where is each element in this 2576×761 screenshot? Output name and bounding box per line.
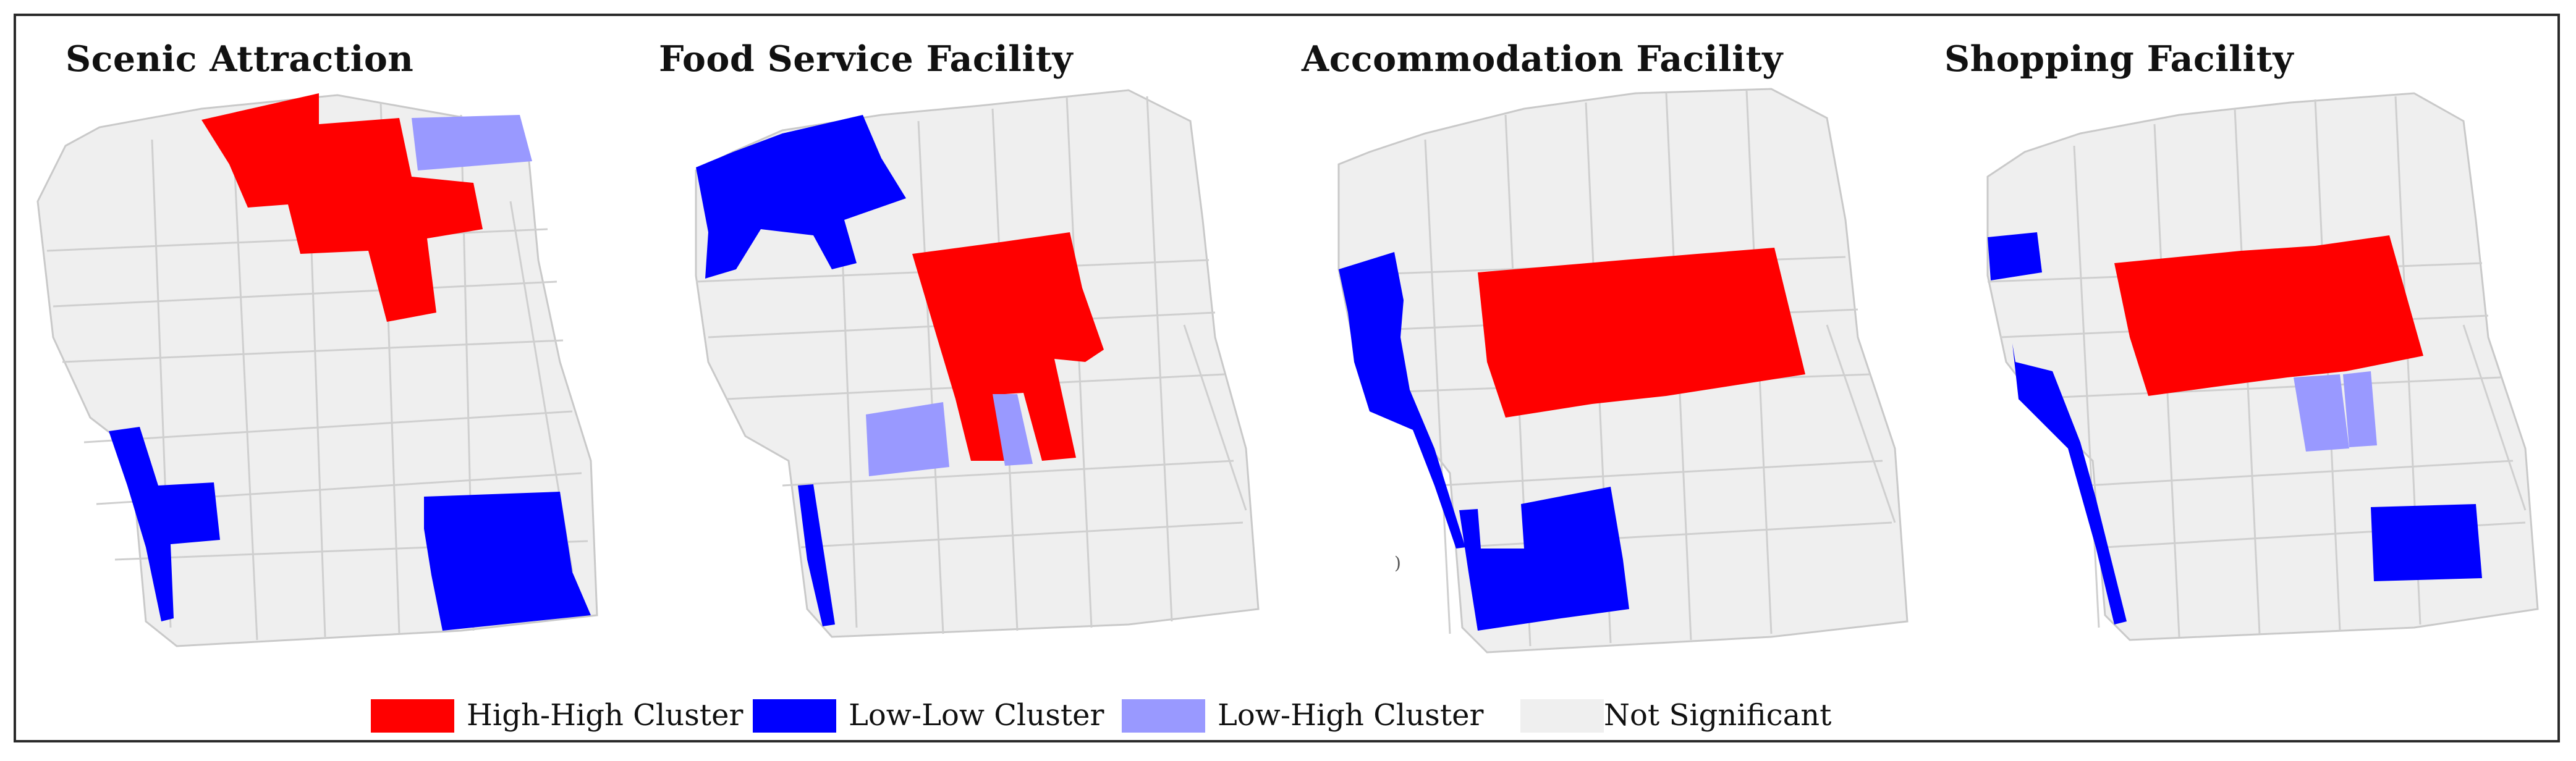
legend-swatch	[753, 699, 836, 733]
cluster-map	[36, 93, 598, 647]
high-high-cell	[1478, 248, 1805, 418]
cluster-cells	[696, 115, 1104, 626]
panel-title: Accommodation Facility	[1302, 38, 1783, 80]
low-high-cell	[2294, 374, 2349, 452]
low-low-cell	[2371, 504, 2482, 581]
map-panel-accommodation: Accommodation Facility )	[1302, 16, 1932, 696]
high-high-cell	[2114, 235, 2423, 396]
map-panel-shopping: Shopping Facility	[1944, 16, 2562, 696]
legend-label: Low-Low Cluster	[849, 698, 1104, 733]
low-low-cell	[424, 492, 591, 631]
cluster-cells	[1988, 232, 2482, 624]
panel-title: Scenic Attraction	[66, 38, 414, 80]
legend-swatch	[1122, 699, 1205, 733]
legend-swatch	[1520, 699, 1604, 733]
cluster-cells	[109, 93, 591, 631]
legend-label: Low-High Cluster	[1218, 698, 1484, 733]
legend-label: Not Significant	[1604, 698, 1832, 733]
low-low-cell	[109, 427, 220, 621]
low-high-cell	[2343, 371, 2377, 447]
low-low-cell	[2012, 343, 2127, 624]
panel-title: Food Service Facility	[659, 38, 1074, 80]
cluster-map	[695, 89, 1260, 638]
low-high-cell	[866, 402, 949, 476]
low-low-cell	[798, 484, 835, 626]
low-low-cell	[1988, 232, 2042, 280]
high-high-cell	[201, 93, 483, 322]
low-high-cell	[412, 115, 532, 170]
cluster-cells	[1339, 248, 1805, 631]
cluster-map	[1986, 92, 2539, 641]
low-low-cell	[1339, 252, 1465, 549]
map-panel-scenic: Scenic Attraction	[16, 16, 646, 696]
low-low-cell	[696, 115, 906, 279]
low-low-cell	[1459, 487, 1629, 631]
cluster-map: )	[1337, 88, 1909, 654]
high-high-cell	[912, 232, 1104, 461]
legend-swatch	[371, 699, 454, 733]
figure-frame: Scenic Attraction Food Service Facility	[14, 14, 2560, 742]
legend-label: High-High Cluster	[467, 698, 744, 733]
stray-mark: )	[1394, 553, 1401, 573]
low-high-cell	[993, 394, 1033, 466]
panel-title: Shopping Facility	[1944, 38, 2294, 80]
map-panel-food: Food Service Facility	[659, 16, 1289, 696]
